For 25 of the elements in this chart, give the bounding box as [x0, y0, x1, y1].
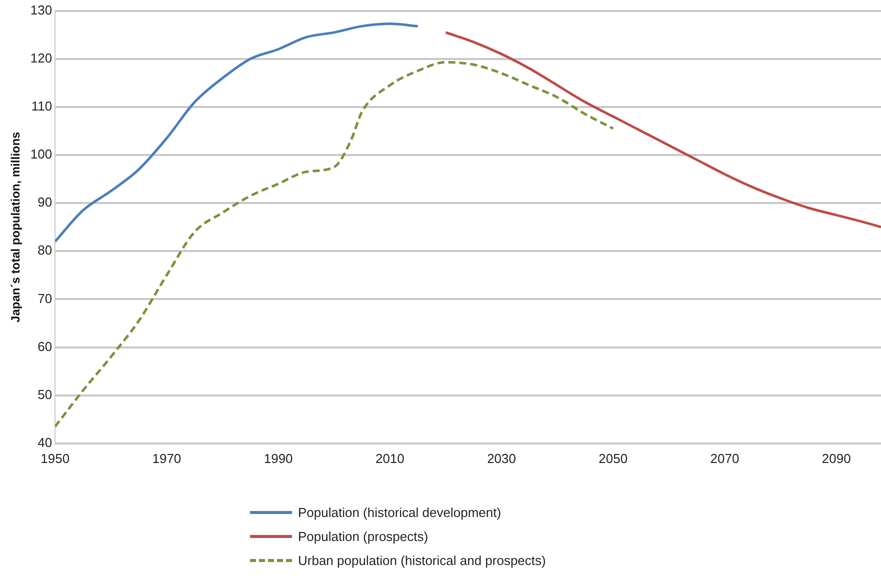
line-series	[444, 31, 881, 228]
y-tick-label: 80	[38, 242, 52, 258]
y-tick-label: 110	[31, 98, 52, 114]
legend-label: Population (historical development)	[298, 504, 502, 520]
x-tick-label: 2010	[375, 450, 404, 466]
x-tick-label: 1990	[264, 450, 293, 466]
line-series	[55, 60, 614, 428]
y-axis-title: Japan´s total population, millions	[8, 131, 23, 322]
y-tick-label: 70	[38, 290, 52, 306]
y-tick-label: 130	[30, 2, 52, 18]
x-tick-label: 2070	[710, 450, 740, 466]
x-tick-label: 1970	[152, 450, 182, 466]
x-tick-label: 1950	[40, 450, 70, 466]
x-tick-label: 2050	[598, 450, 628, 466]
y-tick-label: 90	[38, 194, 52, 210]
x-tick-label: 2090	[822, 450, 851, 466]
y-tick-label: 100	[30, 146, 52, 162]
y-tick-label: 50	[38, 386, 52, 402]
y-tick-label: 40	[38, 434, 52, 450]
y-tick-label: 60	[38, 338, 52, 354]
legend-label: Urban population (historical and prospects)	[298, 552, 546, 568]
y-tick-label: 120	[30, 50, 52, 66]
x-tick-label: 2030	[487, 450, 516, 466]
line-series	[55, 22, 420, 243]
legend-label: Population (prospects)	[298, 528, 428, 544]
